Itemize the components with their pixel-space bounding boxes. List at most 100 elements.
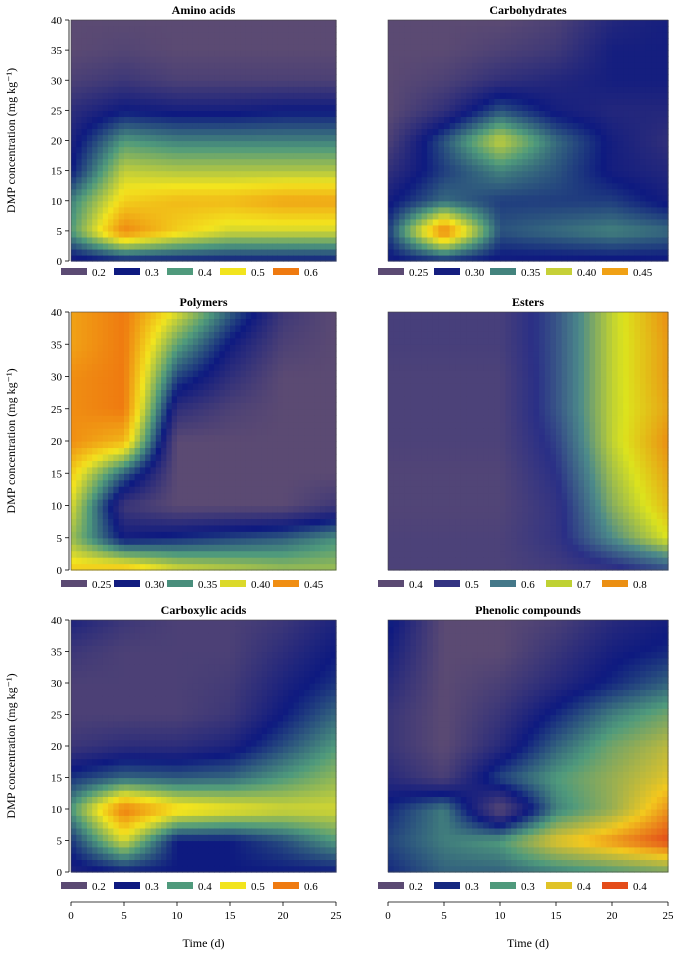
- heatmap-cell: [528, 26, 535, 33]
- heatmap-cell: [198, 122, 205, 130]
- heatmap-cell: [388, 194, 395, 202]
- heatmap-cell: [171, 479, 178, 487]
- heatmap-cell: [108, 324, 114, 332]
- heatmap-cell: [572, 230, 579, 238]
- heatmap-cell: [124, 20, 130, 27]
- heatmap-cell: [421, 188, 428, 196]
- heatmap-cell: [129, 86, 136, 93]
- heatmap-cell: [556, 170, 563, 178]
- heatmap-cell: [410, 158, 417, 166]
- heatmap-cell: [550, 248, 557, 256]
- heatmap-cell: [533, 224, 540, 232]
- heatmap-cell: [421, 98, 428, 105]
- heatmap-cell: [494, 194, 501, 202]
- heatmap-cell: [416, 140, 423, 148]
- heatmap-cell: [634, 20, 641, 27]
- heatmap-cell: [129, 486, 136, 494]
- heatmap-cell: [256, 74, 263, 81]
- heatmap-cell: [76, 363, 83, 371]
- heatmap-cell: [309, 248, 316, 256]
- heatmap-cell: [656, 152, 663, 160]
- heatmap-cell: [572, 146, 579, 154]
- heatmap-cell: [505, 230, 512, 238]
- heatmap-cell: [113, 176, 120, 184]
- heatmap-cell: [511, 116, 518, 124]
- heatmap-cell: [145, 212, 152, 220]
- heatmap-cell: [129, 395, 136, 403]
- heatmap-cell: [108, 248, 114, 256]
- heatmap-cell: [656, 32, 663, 39]
- heatmap-cell: [410, 224, 417, 232]
- heatmap-cell: [320, 122, 326, 130]
- heatmap-cell: [171, 128, 178, 136]
- heatmap-cell: [219, 140, 226, 148]
- heatmap-cell: [651, 200, 658, 208]
- heatmap-cell: [81, 312, 88, 320]
- heatmap-cell: [572, 110, 579, 118]
- heatmap-cell: [224, 188, 231, 196]
- heatmap-cell: [544, 194, 551, 202]
- heatmap-cell: [166, 479, 173, 487]
- heatmap-cell: [134, 224, 141, 232]
- heatmap-cell: [645, 86, 652, 93]
- heatmap-cell: [240, 128, 247, 136]
- heatmap-cell: [177, 550, 183, 558]
- heatmap-cell: [522, 188, 529, 196]
- heatmap-cell: [449, 92, 456, 99]
- heatmap-cell: [86, 395, 93, 403]
- heatmap-cell: [606, 50, 613, 57]
- heatmap-cell: [330, 116, 337, 124]
- heatmap-cell: [651, 56, 658, 63]
- heatmap-cell: [214, 68, 220, 75]
- heatmap-cell: [494, 86, 501, 93]
- heatmap-cell: [651, 92, 658, 99]
- heatmap-cell: [198, 230, 205, 238]
- heatmap-cell: [155, 318, 162, 326]
- heatmap-cell: [219, 128, 226, 136]
- heatmap-cell: [203, 128, 210, 136]
- heatmap-cell: [129, 176, 136, 184]
- heatmap-cell: [108, 499, 114, 507]
- heatmap-cell: [150, 518, 157, 526]
- heatmap-cell: [86, 194, 93, 202]
- heatmap-cell: [108, 104, 114, 111]
- heatmap-cell: [102, 402, 109, 410]
- heatmap-cell: [124, 421, 130, 429]
- heatmap-cell: [214, 50, 220, 57]
- heatmap-cell: [161, 254, 167, 262]
- heatmap-cell: [71, 479, 77, 487]
- heatmap-cell: [494, 50, 501, 57]
- heatmap-cell: [421, 254, 428, 262]
- heatmap-cell: [171, 80, 178, 87]
- heatmap-cell: [283, 32, 289, 39]
- heatmap-cell: [261, 134, 268, 142]
- heatmap-cell: [500, 86, 507, 93]
- heatmap-cell: [617, 182, 624, 190]
- heatmap-cell: [388, 32, 395, 39]
- heatmap-cell: [505, 254, 512, 262]
- heatmap-cell: [483, 158, 490, 166]
- heatmap-cell: [544, 206, 551, 214]
- heatmap-cell: [427, 170, 434, 178]
- heatmap-cell: [466, 116, 473, 124]
- heatmap-cell: [198, 200, 205, 208]
- heatmap-cell: [393, 26, 400, 33]
- heatmap-cell: [628, 62, 635, 69]
- heatmap-cell: [187, 38, 194, 45]
- heatmap-cell: [528, 158, 535, 166]
- heatmap-cell: [124, 415, 130, 423]
- heatmap-cell: [97, 479, 104, 487]
- heatmap-cell: [645, 254, 652, 262]
- heatmap-cell: [150, 254, 157, 262]
- heatmap-cell: [97, 32, 104, 39]
- heatmap-cell: [161, 324, 167, 332]
- heatmap-cell: [97, 544, 104, 552]
- heatmap-cell: [533, 86, 540, 93]
- legend-swatch: [434, 268, 460, 275]
- heatmap-cell: [595, 176, 602, 184]
- heatmap-cell: [330, 164, 337, 172]
- heatmap-cell: [404, 74, 411, 81]
- heatmap-cell: [150, 128, 157, 136]
- heatmap-cell: [645, 104, 652, 111]
- heatmap-cell: [298, 92, 305, 99]
